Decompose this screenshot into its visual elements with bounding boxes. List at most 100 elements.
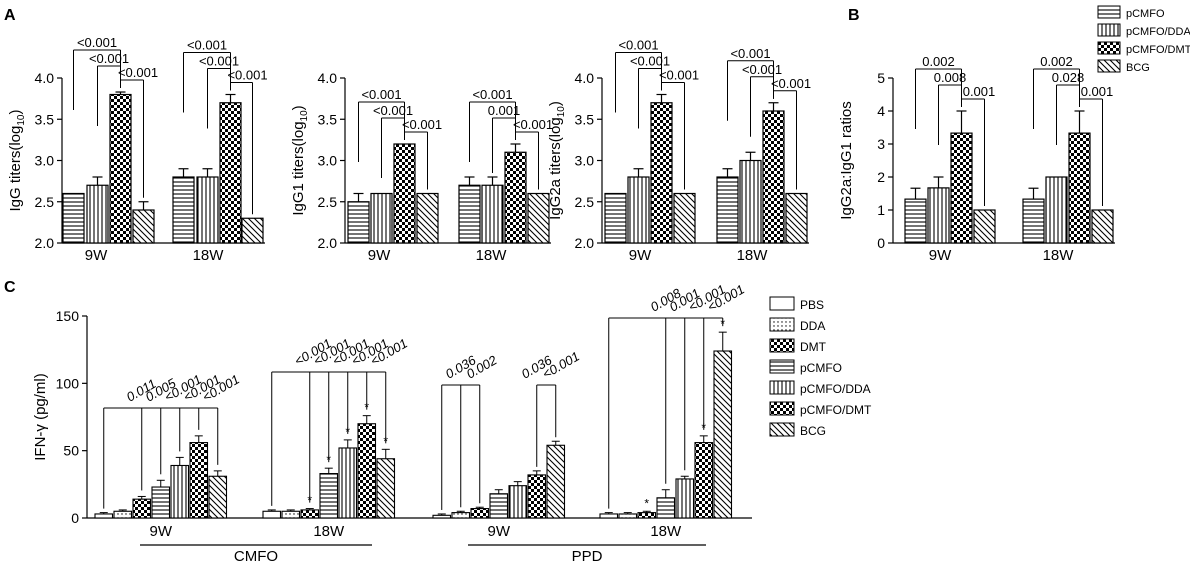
- bar-pcmfo-dda: [739, 159, 762, 244]
- y-axis-label-main: IgG2a:IgG1 ratios: [838, 101, 855, 219]
- bar-pcmfo: [1022, 198, 1045, 244]
- y-axis-label: IgG2a titers(log10): [547, 101, 567, 220]
- bar-bcg: [527, 192, 550, 244]
- y-tick-label: 2.5: [575, 194, 595, 210]
- significance-bracket: 0.001: [488, 103, 520, 173]
- bar-pcmfo: [347, 201, 370, 244]
- bar-pcmfo-dmt: [527, 474, 547, 519]
- significance-bracket: <0.001: [659, 68, 699, 190]
- bar-pbs: [94, 513, 114, 519]
- p-value-label: 0.002: [922, 54, 955, 69]
- legend-swatch-pcmfo: [1097, 5, 1121, 19]
- y-tick-label: 100: [56, 375, 80, 391]
- y-axis-label-main: IgG2a titers(log: [547, 117, 564, 220]
- x-tick-label: 18W: [476, 247, 508, 264]
- significance-bracket: <0.001: [513, 117, 553, 190]
- bar-bcg: [1091, 209, 1114, 244]
- y-tick-label: 2: [877, 169, 885, 185]
- y-tick-label: 0: [877, 235, 885, 251]
- p-value-label: <0.001: [227, 68, 267, 83]
- p-value-label: <0.001: [402, 117, 442, 132]
- y-tick-label: 3.5: [575, 111, 595, 127]
- legend-c: PBS DDA DMT pCMFO pCMFO/DDA pCMFO/DMT BCG: [769, 296, 872, 438]
- bar-pcmfo-dda: [481, 184, 504, 244]
- legend-swatch-bcg: [769, 422, 795, 437]
- bar-pcmfo-dmt: [504, 151, 527, 244]
- bar-pcmfo: [904, 198, 927, 244]
- bar-pcmfo-dda: [627, 176, 650, 244]
- bar-pcmfo-dda: [508, 485, 528, 519]
- legend-swatch-bcg: [1097, 59, 1121, 73]
- bar-bcg: [376, 458, 396, 519]
- group-2: *****18W<0.001<0.001<0.001<0.001<0.001: [262, 336, 410, 540]
- y-tick-label: 5: [877, 70, 885, 86]
- panel-label-c: C: [4, 279, 16, 296]
- p-value-label: 0.001: [1081, 84, 1114, 99]
- p-value-label: 0.001: [963, 84, 996, 99]
- legend-label: DDA: [800, 319, 825, 333]
- bar-pcmfo-dda: [196, 176, 219, 244]
- bar-bcg: [416, 192, 439, 244]
- significance-bracket: 0.008: [934, 70, 966, 145]
- significance-bracket: 0.001: [961, 84, 996, 206]
- y-tick-label: 2.0: [575, 235, 595, 251]
- y-tick-label: 4.0: [35, 70, 55, 86]
- significance-bracket: <0.001: [402, 117, 442, 190]
- y-tick-label: 4.0: [318, 70, 338, 86]
- bar-bcg: [241, 217, 264, 244]
- p-value-label: <0.001: [630, 54, 670, 69]
- p-value-label: <0.001: [89, 51, 129, 66]
- p-value-label: <0.001: [730, 46, 770, 61]
- y-tick-label: 4.0: [575, 70, 595, 86]
- bar-pcmfo: [489, 493, 509, 519]
- panel-2: 2.0 2.5 3.0 3.5 4.0 IgG1 titers(log10) 9W 18W <0…: [290, 70, 553, 264]
- legend-label: pCMFO: [1126, 8, 1165, 20]
- bar-pcmfo: [716, 176, 739, 244]
- bar-pbs: [262, 510, 282, 519]
- legend-swatch-pcmfo-dda: [1097, 23, 1121, 37]
- significance-bracket: <0.001: [73, 35, 121, 111]
- bar-pcmfo-dmt: [109, 93, 132, 244]
- y-tick-label: 2.0: [318, 235, 338, 251]
- p-value-label: <0.001: [742, 62, 782, 77]
- significance-bracket: 0.001: [1079, 84, 1114, 206]
- bar-dda: [281, 510, 301, 519]
- p-value-label: <0.001: [373, 103, 413, 118]
- bar-bcg: [546, 444, 566, 519]
- p-value-label: <0.001: [771, 76, 811, 91]
- y-axis-label: IFN-γ (pg/ml): [32, 373, 49, 461]
- bar-pcmfo-dmt: [357, 423, 377, 519]
- legend-ab: pCMFO pCMFO/DDA pCMFO/DMT BCG: [1097, 5, 1190, 74]
- x-tick-label: 9W: [85, 247, 108, 264]
- y-axis-label-subscript: 10: [556, 106, 567, 118]
- bar-dda: [113, 510, 133, 519]
- bar-pcmfo-dda: [338, 447, 358, 519]
- bar-dda: [451, 512, 471, 519]
- y-tick-label: 4: [877, 103, 885, 119]
- y-tick-label: 150: [56, 308, 80, 324]
- legend-label: BCG: [800, 424, 826, 438]
- p-value-label: 0.028: [1052, 70, 1085, 85]
- panel-c: 0 50 100 150 IFN-γ (pg/ml) 9W0.0110.005<0.001…: [32, 282, 752, 564]
- bar-pcmfo-dmt: [950, 132, 973, 244]
- y-axis-label-end: ): [7, 110, 24, 115]
- bar-pcmfo: [319, 473, 339, 519]
- legend-label: DMT: [800, 340, 827, 354]
- bar-pcmfo-dmt: [219, 102, 242, 244]
- antigen-label: CMFO: [234, 548, 278, 564]
- x-tick-label: 18W: [650, 523, 682, 540]
- bar-pcmfo: [62, 192, 85, 244]
- bar-pbs: [432, 514, 452, 519]
- y-tick-label: 3.0: [35, 153, 55, 169]
- significance-bracket: <0.001: [118, 65, 158, 198]
- bar-pcmfo: [172, 176, 195, 244]
- y-axis-label-end: ): [547, 101, 564, 106]
- y-tick-label: 1: [877, 202, 885, 218]
- x-tick-label: 9W: [629, 247, 652, 264]
- bar-bcg: [713, 350, 733, 519]
